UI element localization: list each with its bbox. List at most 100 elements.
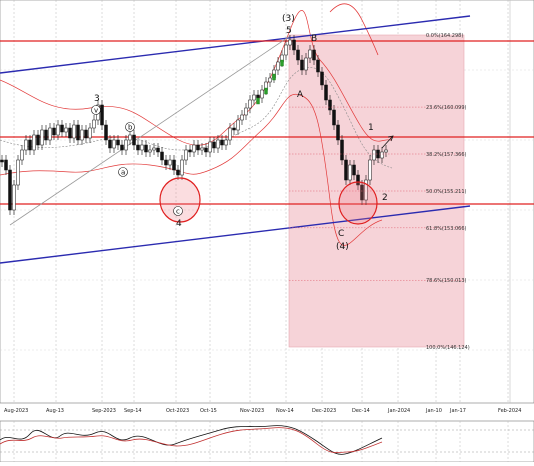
candle-body bbox=[260, 89, 264, 99]
candle-body bbox=[64, 127, 68, 133]
x-tick-label: Jan-10 bbox=[425, 408, 442, 414]
candle-body bbox=[104, 124, 108, 141]
candle-body bbox=[348, 164, 352, 181]
candle-body bbox=[304, 57, 308, 71]
candle-body bbox=[112, 139, 116, 149]
candle-highlight bbox=[280, 59, 284, 67]
candle-body bbox=[288, 39, 292, 46]
candle-body bbox=[116, 139, 120, 146]
x-tick-label: Nov-2023 bbox=[240, 408, 264, 414]
x-tick-label: Oct-2023 bbox=[166, 408, 189, 414]
x-tick-label: Aug-2023 bbox=[4, 408, 28, 414]
candle-body bbox=[132, 134, 136, 146]
osc-line-main bbox=[0, 425, 383, 455]
candle-body bbox=[36, 134, 40, 146]
fib-label: 100.0%(146.124) bbox=[426, 345, 470, 351]
wave-label: B bbox=[311, 34, 317, 44]
candle-body bbox=[384, 149, 388, 153]
candle-body bbox=[92, 119, 96, 129]
candle-highlight bbox=[264, 87, 268, 95]
candle-body bbox=[80, 129, 84, 141]
candle-body bbox=[208, 141, 212, 153]
x-tick-label: Jan-2024 bbox=[387, 408, 410, 414]
candle-body bbox=[160, 151, 164, 161]
candle-highlight bbox=[272, 73, 276, 81]
projection-arrow-head bbox=[387, 135, 394, 142]
candle-body bbox=[68, 127, 72, 139]
candle-body bbox=[172, 159, 176, 171]
circled-wave-label: a bbox=[121, 169, 125, 177]
candle-body bbox=[300, 59, 304, 71]
circled-wave-label: v bbox=[94, 107, 98, 115]
candle-body bbox=[248, 99, 252, 109]
main-pane-frame bbox=[0, 0, 534, 404]
candle-body bbox=[380, 151, 384, 159]
candle-body bbox=[228, 127, 232, 141]
candle-body bbox=[8, 169, 12, 211]
candle-body bbox=[184, 149, 188, 161]
candle-body bbox=[24, 139, 28, 151]
wave-labels: (3) 5 B A 3 C (4) 1 2 4 v b a c bbox=[91, 14, 388, 252]
candle-body bbox=[364, 179, 368, 201]
fib-label: 50.0%(155.211) bbox=[426, 189, 467, 195]
candle-body bbox=[352, 164, 356, 176]
candle-body bbox=[120, 144, 124, 151]
candle-body bbox=[312, 49, 316, 61]
candle-body bbox=[192, 144, 196, 153]
candle-body bbox=[252, 94, 256, 101]
candle-body bbox=[324, 84, 328, 101]
candle-body bbox=[156, 147, 160, 153]
candle-body bbox=[88, 127, 92, 139]
wave-label: 5 bbox=[286, 26, 292, 36]
candle-body bbox=[220, 139, 224, 146]
candle-body bbox=[136, 144, 140, 151]
candle-body bbox=[200, 147, 204, 151]
bollinger-lower bbox=[0, 93, 383, 246]
osc-line-signal bbox=[0, 427, 383, 454]
candle-body bbox=[360, 184, 364, 201]
candle-body bbox=[196, 144, 200, 151]
channel-lower bbox=[0, 205, 471, 264]
candle-body bbox=[4, 159, 8, 171]
candle-body bbox=[236, 119, 240, 131]
candle-body bbox=[48, 127, 52, 141]
x-tick-label: Sep-2023 bbox=[92, 408, 116, 414]
candle-body bbox=[168, 159, 172, 166]
circled-wave-marker bbox=[125, 122, 135, 132]
channel-upper bbox=[0, 15, 471, 74]
x-tick-label: Nov-14 bbox=[276, 408, 294, 414]
candle-body bbox=[20, 149, 24, 161]
fib-label: 78.6%(150.013) bbox=[426, 278, 467, 284]
candle-body bbox=[292, 39, 296, 51]
candle-body bbox=[268, 77, 272, 83]
fib-label: 38.2%(157.366) bbox=[426, 152, 467, 158]
trend-line-diagonal bbox=[9, 35, 291, 226]
fib-label: 23.6%(160.099) bbox=[426, 105, 467, 111]
x-tick-label: Sep-14 bbox=[124, 408, 142, 414]
wave-label: A bbox=[297, 90, 304, 100]
wave-label: 2 bbox=[382, 193, 388, 203]
candle-body bbox=[296, 49, 300, 61]
candle-body bbox=[72, 124, 76, 139]
candle-body bbox=[328, 99, 332, 111]
candle-body bbox=[344, 159, 348, 181]
candle-body bbox=[336, 124, 340, 141]
fibonacci-levels: 0.0%(164.298) 23.6%(160.099) 38.2%(157.366… bbox=[289, 33, 470, 351]
candle-body bbox=[372, 149, 376, 161]
wave-label: 3 bbox=[94, 94, 100, 104]
candle-body bbox=[144, 144, 148, 153]
wave-label: 4 bbox=[176, 219, 182, 229]
candle-body bbox=[240, 114, 244, 121]
circled-wave-marker bbox=[173, 206, 183, 216]
x-tick-label: Feb-2024 bbox=[498, 408, 521, 414]
x-tick-label: Dec-14 bbox=[352, 408, 370, 414]
circled-wave-marker bbox=[118, 167, 128, 177]
wave-label: (4) bbox=[336, 242, 349, 252]
candle-body bbox=[28, 139, 32, 151]
candle-body bbox=[212, 141, 216, 149]
x-axis: Aug-2023 Aug-13 Sep-2023 Sep-14 Oct-2023 Oct-… bbox=[4, 408, 521, 414]
fib-label: 61.8%(153.066) bbox=[426, 226, 467, 232]
x-tick-label: Aug-13 bbox=[46, 408, 64, 414]
moving-average bbox=[0, 67, 393, 169]
candle-body bbox=[216, 139, 220, 149]
